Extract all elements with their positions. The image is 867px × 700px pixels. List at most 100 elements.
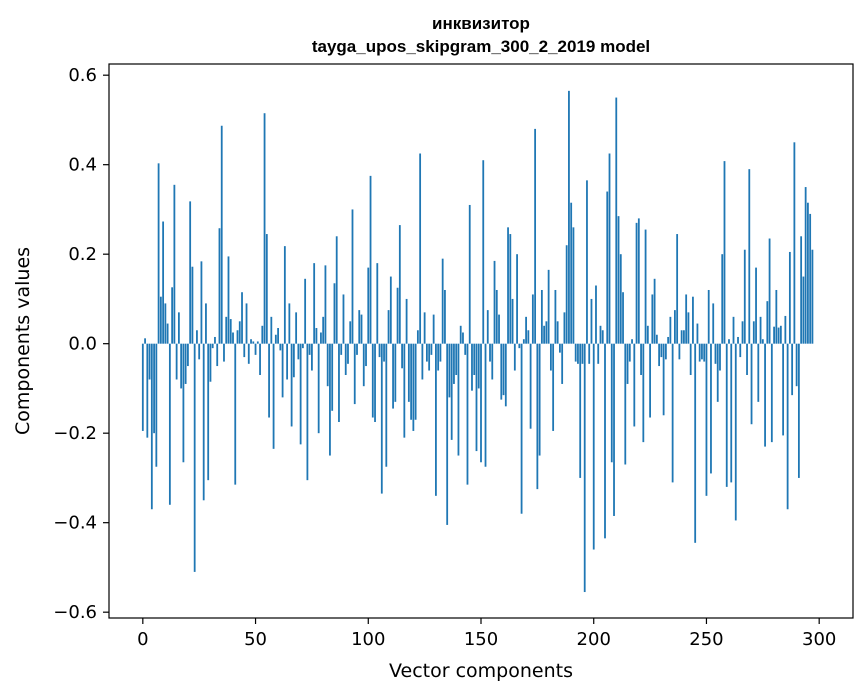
- bar-component-173: [531, 294, 534, 344]
- bar-component-41: [234, 343, 237, 485]
- bar-component-261: [730, 343, 733, 483]
- bar-component-17: [180, 343, 183, 389]
- bar-component-195: [581, 343, 584, 364]
- bar-component-101: [369, 175, 372, 344]
- bar-component-18: [182, 343, 185, 463]
- bar-component-170: [525, 316, 527, 344]
- bar-component-146: [471, 343, 473, 391]
- bar-component-297: [811, 249, 814, 344]
- bar-component-276: [764, 343, 766, 447]
- bar-component-150: [480, 343, 482, 463]
- bar-component-157: [495, 289, 498, 344]
- bar-component-77: [315, 328, 318, 344]
- bar-component-163: [509, 234, 512, 344]
- bar-component-177: [540, 289, 543, 344]
- bar-component-64: [286, 343, 289, 380]
- bar-component-91: [347, 343, 349, 364]
- bar-component-280: [773, 326, 775, 344]
- bar-component-21: [189, 201, 192, 344]
- bar-component-74: [308, 343, 311, 355]
- bar-component-263: [734, 343, 737, 521]
- bar-component-222: [642, 343, 645, 443]
- bar-component-25: [198, 343, 201, 360]
- bar-component-155: [491, 343, 494, 380]
- bar-component-143: [464, 343, 467, 355]
- bar-component-35: [220, 125, 223, 344]
- bar-component-230: [660, 343, 663, 358]
- bar-component-283: [779, 325, 782, 344]
- bar-component-238: [678, 343, 681, 360]
- bar-component-46: [245, 303, 248, 344]
- bar-component-36: [223, 343, 225, 362]
- bar-component-205: [604, 343, 606, 539]
- bar-component-121: [414, 343, 417, 420]
- bar-component-84: [331, 343, 334, 411]
- bar-component-268: [746, 343, 748, 375]
- bar-component-147: [473, 343, 476, 375]
- bar-component-130: [435, 343, 437, 496]
- bar-component-178: [543, 325, 546, 344]
- bar-component-38: [227, 256, 230, 344]
- bar-component-57: [270, 316, 273, 344]
- bar-component-34: [218, 228, 221, 344]
- y-tick-label: −0.6: [53, 602, 97, 623]
- bar-component-83: [329, 343, 331, 456]
- bar-component-162: [507, 227, 509, 344]
- bar-component-182: [552, 343, 555, 431]
- bar-component-216: [628, 343, 631, 362]
- bar-component-156: [493, 260, 496, 344]
- x-tick-label: 150: [464, 629, 498, 650]
- bar-component-68: [295, 312, 298, 344]
- bar-component-224: [646, 325, 649, 344]
- bar-component-139: [455, 343, 458, 375]
- bar-component-191: [572, 227, 575, 344]
- bar-component-161: [504, 343, 507, 407]
- bar-component-80: [322, 316, 325, 344]
- bar-component-133: [441, 258, 444, 344]
- bar-component-69: [297, 343, 300, 360]
- bar-component-87: [338, 343, 340, 422]
- bar-component-239: [680, 330, 683, 344]
- bar-component-22: [191, 266, 194, 344]
- bar-component-28: [205, 303, 207, 344]
- bar-component-187: [563, 312, 566, 344]
- bar-component-129: [432, 314, 435, 344]
- bar-component-15: [175, 343, 178, 380]
- bar-component-44: [241, 292, 243, 344]
- bar-component-202: [597, 343, 600, 364]
- bar-component-229: [658, 343, 661, 367]
- bar-component-197: [586, 180, 588, 344]
- bar-component-184: [556, 321, 559, 344]
- bar-component-237: [676, 234, 679, 344]
- bar-component-180: [547, 269, 550, 344]
- bar-component-61: [279, 343, 282, 351]
- bar-component-171: [527, 330, 530, 344]
- x-tick-label: 100: [351, 629, 385, 650]
- bar-component-79: [320, 332, 322, 344]
- bar-component-215: [626, 343, 629, 384]
- plot-area-frame: [108, 63, 854, 619]
- bar-component-10: [164, 303, 167, 344]
- bar-component-142: [462, 332, 464, 344]
- bar-component-153: [486, 310, 489, 344]
- bar-component-59: [274, 334, 277, 344]
- bar-component-160: [502, 343, 505, 396]
- bars-layer: [141, 90, 814, 593]
- bar-component-118: [407, 343, 410, 402]
- bar-component-294: [804, 187, 807, 344]
- bar-component-233: [667, 336, 670, 344]
- y-tick-label: −0.4: [53, 513, 97, 534]
- bar-component-217: [631, 339, 633, 344]
- bar-component-176: [538, 343, 541, 456]
- bar-component-102: [371, 343, 374, 418]
- bar-component-132: [439, 343, 442, 362]
- bar-component-288: [791, 343, 794, 396]
- bar-component-5: [153, 343, 155, 434]
- bar-component-89: [342, 294, 345, 344]
- bar-component-258: [723, 161, 726, 344]
- bar-component-135: [446, 343, 449, 525]
- bar-component-242: [687, 312, 690, 344]
- bar-component-181: [549, 343, 552, 371]
- bar-component-282: [777, 327, 780, 344]
